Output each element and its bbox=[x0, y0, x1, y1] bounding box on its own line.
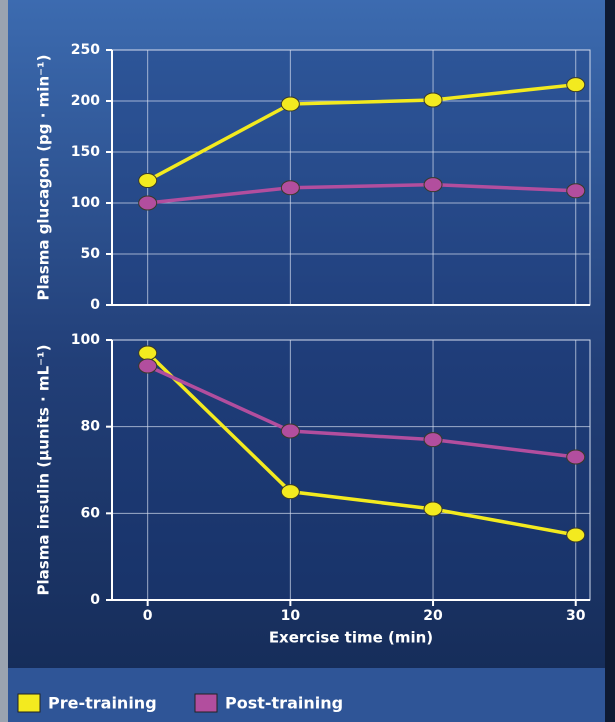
data-point bbox=[567, 528, 585, 542]
y-tick-label: 0 bbox=[90, 297, 100, 313]
x-tick-label: 20 bbox=[423, 608, 443, 624]
x-axis-label: Exercise time (min) bbox=[269, 629, 433, 647]
chart: 050100150200250Plasma glucagon (pg · min… bbox=[0, 0, 615, 722]
data-point bbox=[424, 93, 442, 107]
plot-area bbox=[112, 50, 590, 305]
legend-swatch bbox=[195, 694, 217, 712]
y-tick-label: 200 bbox=[71, 93, 100, 109]
y-tick-label: 100 bbox=[71, 332, 100, 348]
right-border bbox=[605, 0, 615, 722]
left-border bbox=[0, 0, 8, 722]
legend-label: Pre-training bbox=[48, 694, 157, 713]
data-point bbox=[139, 346, 157, 360]
data-point bbox=[139, 359, 157, 373]
data-point bbox=[424, 178, 442, 192]
data-point bbox=[567, 184, 585, 198]
data-point bbox=[567, 450, 585, 464]
x-tick-label: 30 bbox=[566, 608, 586, 624]
data-point bbox=[281, 97, 299, 111]
data-point bbox=[139, 196, 157, 210]
y-tick-label: 0 bbox=[90, 592, 100, 608]
plot-area bbox=[112, 340, 590, 600]
data-point bbox=[139, 174, 157, 188]
data-point bbox=[281, 424, 299, 438]
data-point bbox=[424, 502, 442, 516]
y-axis-label: Plasma insulin (µunits · mL⁻¹) bbox=[35, 345, 53, 596]
y-axis-label: Plasma glucagon (pg · min⁻¹) bbox=[35, 55, 53, 301]
y-tick-label: 50 bbox=[81, 246, 101, 262]
legend-label: Post-training bbox=[225, 694, 343, 713]
y-tick-label: 250 bbox=[71, 42, 100, 58]
data-point bbox=[567, 78, 585, 92]
page: {"chart_data": [ {"type": "line", "ylabe… bbox=[0, 0, 615, 722]
data-point bbox=[424, 433, 442, 447]
data-point bbox=[281, 181, 299, 195]
x-tick-label: 0 bbox=[143, 608, 153, 624]
data-point bbox=[281, 485, 299, 499]
y-tick-label: 80 bbox=[81, 419, 101, 435]
x-tick-label: 10 bbox=[281, 608, 301, 624]
y-tick-label: 60 bbox=[81, 505, 101, 521]
legend-swatch bbox=[18, 694, 40, 712]
y-tick-label: 150 bbox=[71, 144, 100, 160]
y-tick-label: 100 bbox=[71, 195, 100, 211]
